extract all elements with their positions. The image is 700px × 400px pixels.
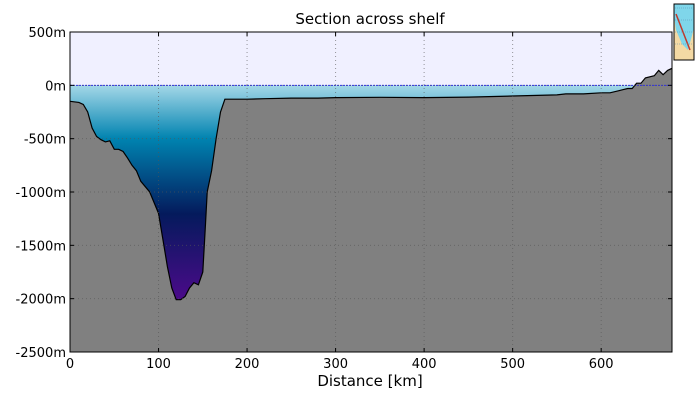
seafloor-fill (70, 68, 672, 353)
x-tick-label: 300 (323, 357, 348, 372)
y-tick-label: -1000m (16, 186, 66, 201)
inset-location-map (673, 3, 695, 61)
chart-title: Section across shelf (295, 10, 445, 28)
x-tick-label: 400 (412, 357, 437, 372)
y-tick-label: -2500m (16, 346, 66, 361)
seafloor-line (69, 67, 673, 301)
grid-lines (70, 32, 672, 352)
y-tick-label: 500m (29, 26, 66, 41)
y-tick-label: -1500m (16, 239, 66, 254)
y-tick-label: 0m (45, 79, 66, 94)
y-tick-label: -2000m (16, 293, 66, 308)
axis-ticks: 0 100 200 300 400 500 600 500m 0m -500m -1000m -150… (16, 26, 672, 372)
x-tick-label: 200 (235, 357, 260, 372)
plot-area (69, 32, 673, 353)
y-tick-label: -500m (24, 133, 66, 148)
x-tick-label: 600 (589, 357, 614, 372)
sky-area (70, 32, 672, 86)
x-axis-label: Distance [km] (317, 372, 422, 390)
x-tick-label: 500 (500, 357, 525, 372)
x-tick-label: 100 (146, 357, 171, 372)
x-tick-label: 0 (66, 357, 74, 372)
